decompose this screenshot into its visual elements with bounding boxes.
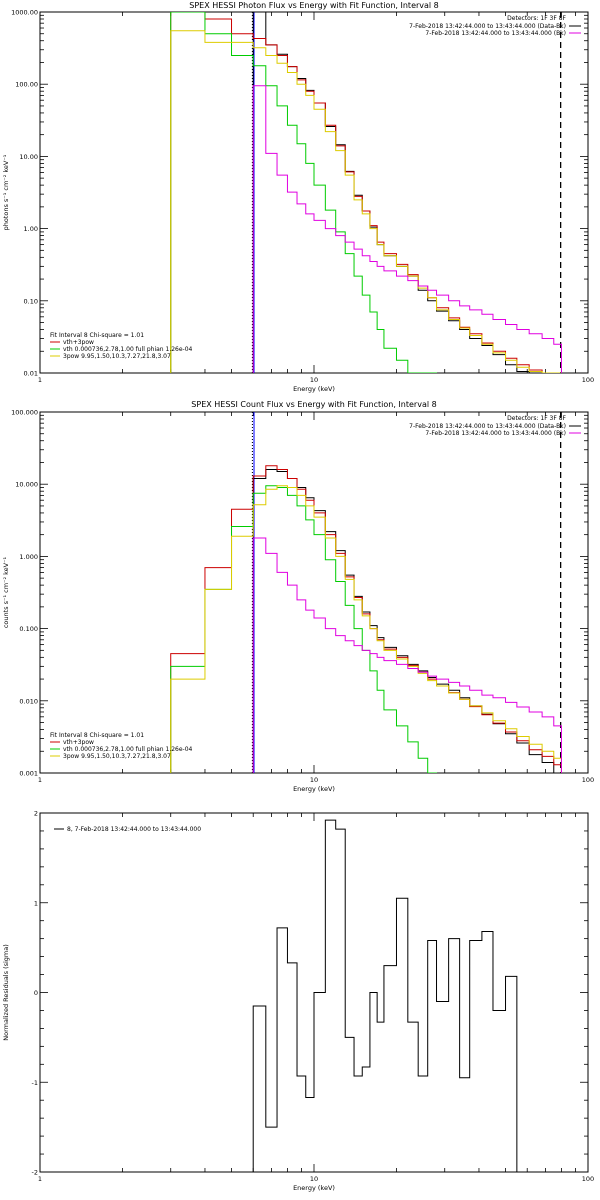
x-tick-label: 100 [582,376,594,384]
series-data-bk [252,12,562,373]
plot-frame [39,11,589,374]
legend-fit-entry: 3pow 9.95,1.50,10.3,7.27,21.8,3.07 [63,353,171,360]
series-residuals [252,819,562,1172]
legend-entry: 8, 7-Feb-2018 13:42:44.000 to 13:43:44.0… [67,826,201,833]
legend-fit-entry: vth 0.000736,2.78,1.00 full phian 1.26e-… [63,746,193,753]
y-tick-label: 10.00 [19,153,38,161]
legend-fit-header: Fit Interval 8 Chi-square = 1.01 [50,732,144,739]
series-model [170,465,562,773]
y-tick-label: 0.01 [24,370,38,378]
legend-fit-entry: vth 0.000736,2.78,1.00 full phian 1.26e-… [63,346,193,353]
y-tick-label: 100.000 [11,409,38,417]
y-tick-label: 0 [34,989,38,997]
legend-fit-entry: 3pow 9.95,1.50,10.3,7.27,21.8,3.07 [63,753,171,760]
chart-title: SPEX HESSI Count Flux vs Energy with Fit… [191,400,436,409]
series-3pow [170,485,562,773]
y-tick-label: 0.010 [19,697,38,705]
y-axis-label: Normalized Residuals (sigma) [2,944,10,1041]
y-tick-label: -1 [32,1079,38,1087]
x-tick-label: 100 [582,1175,594,1183]
legend-fit-header: Fit Interval 8 Chi-square = 1.01 [50,332,144,339]
x-axis-label: Energy (keV) [293,1184,335,1192]
legend-entry: 7-Feb-2018 13:42:44.000 to 13:43:44.000 … [409,23,566,30]
legend-entry: 7-Feb-2018 13:42:44.000 to 13:43:44.000 … [425,430,566,437]
y-tick-label: 2 [34,810,38,818]
y-tick-label: 1.000 [19,553,38,561]
y-tick-label: 0.10 [24,297,38,305]
y-tick-label: 1.00 [24,225,38,233]
legend-fit-entry: vth+3pow [63,339,94,346]
legend-header: Detectors: 1F 3F 8F [507,415,566,422]
series-model [170,12,562,373]
series-bk [252,85,562,373]
x-tick-label: 10 [310,1175,318,1183]
x-tick-label: 1 [38,1175,42,1183]
y-tick-label: 10.000 [15,481,38,489]
y-tick-label: -2 [32,1169,38,1177]
x-tick-label: 10 [310,376,318,384]
y-tick-label: 100.00 [15,81,38,89]
series-bk [252,537,562,773]
plot-frame [39,411,589,774]
x-tick-label: 10 [310,776,318,784]
x-axis-label: Energy (keV) [293,385,335,393]
y-axis-label: counts s⁻¹ cm⁻² keV⁻¹ [2,556,10,628]
y-tick-label: 0.100 [19,625,38,633]
series-3pow [170,30,562,373]
y-tick-label: 1000.00 [11,9,38,17]
x-tick-label: 1 [38,776,42,784]
x-tick-label: 1 [38,376,42,384]
y-tick-label: 1 [34,899,38,907]
x-tick-label: 100 [582,776,594,784]
series-vth [170,12,438,373]
chart-title: SPEX HESSI Photon Flux vs Energy with Fi… [189,1,439,10]
legend-entry: 7-Feb-2018 13:42:44.000 to 13:43:44.000 … [409,423,566,430]
y-axis-label: photons s⁻¹ cm⁻² keV⁻¹ [2,154,10,230]
series-vth [170,485,438,773]
x-axis-label: Energy (keV) [293,785,335,793]
legend-fit-entry: vth+3pow [63,739,94,746]
y-tick-label: 0.001 [19,770,38,778]
legend-entry: 7-Feb-2018 13:42:44.000 to 13:43:44.000 … [425,30,566,37]
legend-header: Detectors: 1F 3F 8F [507,15,566,22]
